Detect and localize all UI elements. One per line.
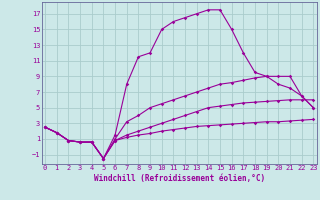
X-axis label: Windchill (Refroidissement éolien,°C): Windchill (Refroidissement éolien,°C) [94,174,265,183]
